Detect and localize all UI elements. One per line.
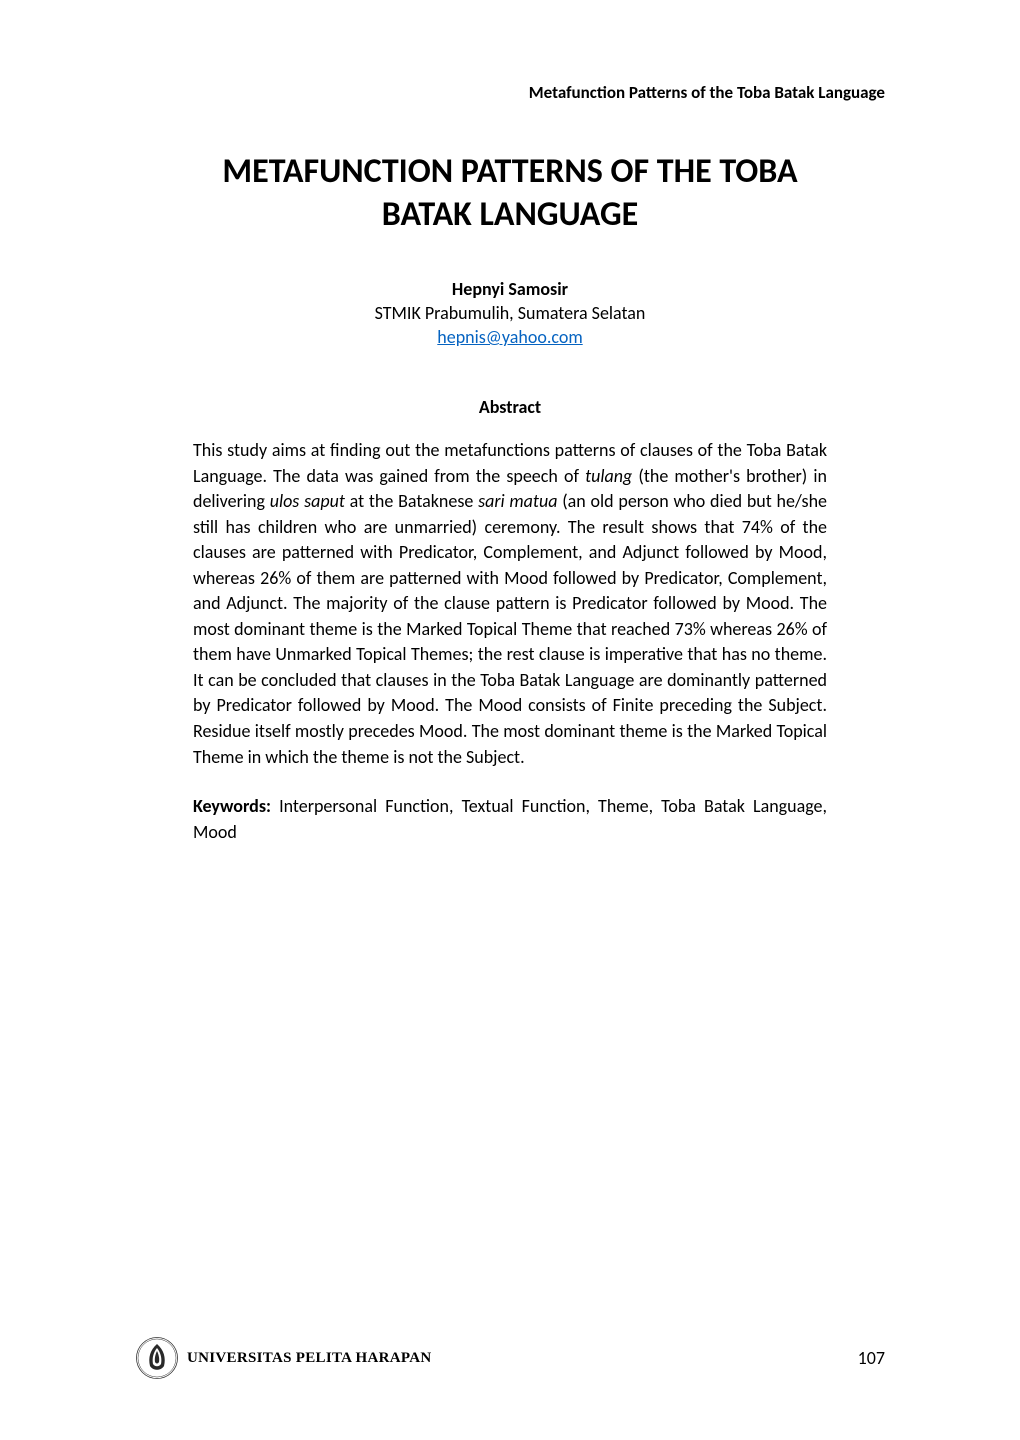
page-footer: UNIVERSITAS PELITA HARAPAN 107 (135, 1336, 885, 1380)
author-email-link[interactable]: hepnis@yahoo.com (437, 326, 582, 348)
page-number: 107 (858, 1347, 885, 1369)
abstract-italic-term: ulos saput (270, 490, 345, 512)
abstract-body: This study aims at finding out the metaf… (193, 438, 827, 770)
running-header: Metafunction Patterns of the Toba Batak … (135, 82, 885, 103)
abstract-text-run: (an old person who died but he/she still… (193, 490, 827, 767)
author-name: Hepnyi Samosir (135, 278, 885, 300)
abstract-heading: Abstract (135, 396, 885, 418)
author-block: Hepnyi Samosir STMIK Prabumulih, Sumater… (135, 278, 885, 348)
abstract-italic-term: sari matua (478, 490, 557, 512)
author-email-wrapper: hepnis@yahoo.com (135, 326, 885, 348)
footer-left: UNIVERSITAS PELITA HARAPAN (135, 1336, 432, 1380)
keywords-label: Keywords: (193, 795, 271, 817)
article-title: METAFUNCTION PATTERNS OF THE TOBA BATAK … (135, 151, 885, 236)
keywords-block: Keywords: Interpersonal Function, Textua… (193, 794, 827, 845)
author-affiliation: STMIK Prabumulih, Sumatera Selatan (135, 302, 885, 324)
footer-institution-name: UNIVERSITAS PELITA HARAPAN (187, 1350, 432, 1367)
abstract-text-run: at the Bataknese (345, 490, 478, 512)
title-line-1: METAFUNCTION PATTERNS OF THE TOBA (222, 151, 797, 192)
abstract-italic-term: tulang (585, 465, 632, 487)
title-line-2: BATAK LANGUAGE (382, 194, 638, 235)
institution-logo-icon (135, 1336, 179, 1380)
keywords-text: Interpersonal Function, Textual Function… (193, 795, 827, 843)
